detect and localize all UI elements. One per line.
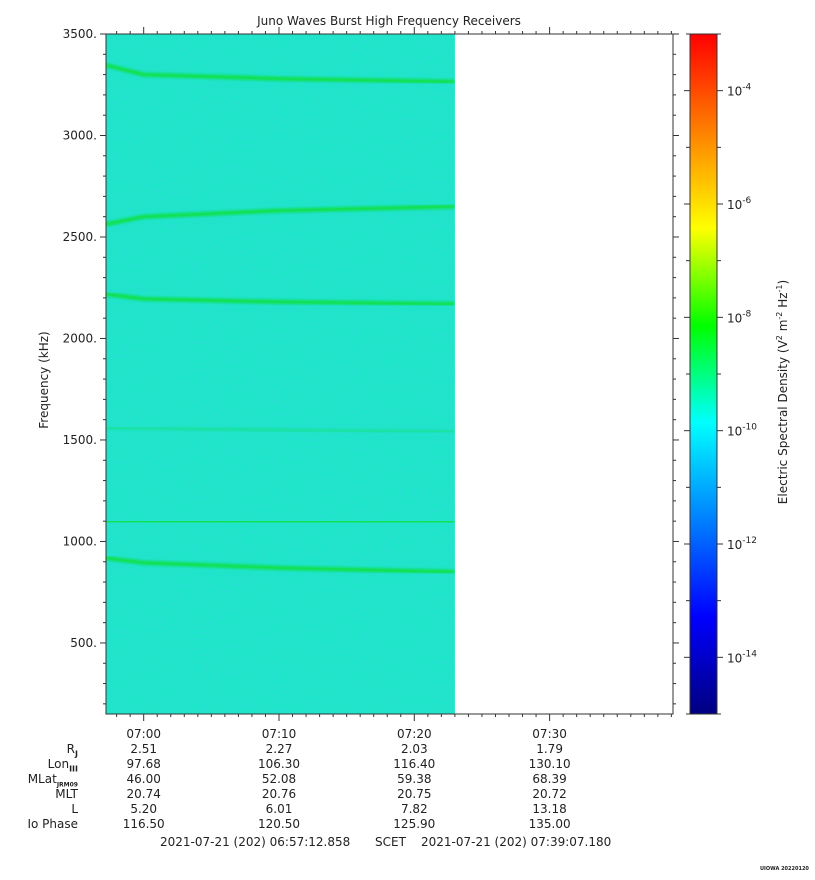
ephemeris-value: 7.82 xyxy=(400,802,428,816)
footer-start-time: 2021-07-21 (202) 06:57:12.858 xyxy=(160,835,351,849)
ephemeris-value: 120.50 xyxy=(258,817,300,831)
emission-line xyxy=(106,204,455,227)
emission-lines xyxy=(106,63,455,574)
x-axis: 07:00 07:10 07:20 07:30 xyxy=(116,27,672,741)
footer-scet-label: SCET xyxy=(375,835,406,849)
ephemeris-value: 116.40 xyxy=(393,757,436,771)
y-tick-label: 500. xyxy=(70,636,97,650)
colorbar-tick-label: 10-6 xyxy=(727,196,752,212)
colorbar-tick-label: 10-10 xyxy=(727,423,757,439)
ephemeris-value: 13.18 xyxy=(532,802,567,816)
colorbar-scale xyxy=(689,33,718,715)
ephemeris-row-label: MLatJRM09 xyxy=(27,772,78,789)
ephemeris-value: 97.68 xyxy=(126,757,161,771)
ephemeris-row-label: MLT xyxy=(55,787,78,801)
colorbar-tick-label: 10-12 xyxy=(727,536,757,552)
ephemeris-value: 130.10 xyxy=(528,757,571,771)
y-tick-label: 3000. xyxy=(63,128,97,142)
y-tick-label: 1500. xyxy=(63,433,97,447)
ephemeris-row-label: Io Phase xyxy=(27,817,78,831)
colorbar-label: Electric Spectral Density (V2 m-2 Hz-1) xyxy=(775,280,790,504)
credit-stamp: UIOWA 20220120 xyxy=(760,866,809,872)
x-tick-label: 07:20 xyxy=(397,727,432,741)
ephemeris-value: 135.00 xyxy=(528,817,571,831)
y-tick-label: 2000. xyxy=(63,331,97,345)
ephemeris-row-label: RJ xyxy=(66,742,78,759)
ephemeris-value: 20.72 xyxy=(532,787,567,801)
ephemeris-row-label: L xyxy=(71,802,78,816)
y-axis: 500. 1000. 1500. 2000. 2500. 3000. 3500. xyxy=(63,27,679,705)
emission-line xyxy=(106,426,455,433)
ephemeris-value: 5.20 xyxy=(130,802,158,816)
ephemeris-row-label: LonIII xyxy=(47,757,78,774)
y-tick-label: 1000. xyxy=(63,534,97,548)
ephemeris-value: 68.39 xyxy=(532,772,567,786)
colorbar-tick-label: 10-8 xyxy=(727,309,752,325)
ephemeris-value: 20.76 xyxy=(261,787,297,801)
ephemeris-value: 59.38 xyxy=(397,772,432,786)
ephemeris-value: 116.50 xyxy=(122,817,165,831)
colorbar-tick-label: 10-4 xyxy=(727,83,752,99)
emission-line xyxy=(106,519,455,525)
chart-title: Juno Waves Burst High Frequency Receiver… xyxy=(256,14,521,28)
emission-line xyxy=(106,292,455,306)
ephemeris-value: 20.75 xyxy=(397,787,432,801)
colorbar: 10-14 10-12 10-10 10-8 10-6 10-4 Electric Spe… xyxy=(684,33,790,715)
ephemeris-value: 2.27 xyxy=(265,742,293,756)
emission-line xyxy=(106,556,455,574)
colorbar-ticks: 10-14 10-12 10-10 10-8 10-6 10-4 xyxy=(684,33,757,715)
ephemeris-value: 52.08 xyxy=(261,772,297,786)
y-axis-label: Frequency (kHz) xyxy=(37,331,51,428)
ephemeris-value: 20.74 xyxy=(126,787,161,801)
spectrogram-noise xyxy=(106,34,455,714)
plot-area xyxy=(105,33,674,715)
x-tick-label: 07:00 xyxy=(126,727,161,741)
ephemeris-value: 2.51 xyxy=(130,742,158,756)
y-tick-label: 3500. xyxy=(63,27,97,41)
x-tick-label: 07:30 xyxy=(532,727,567,741)
x-tick-label: 07:10 xyxy=(262,727,297,741)
colorbar-tick-label: 10-14 xyxy=(727,649,757,665)
ephemeris-value: 125.90 xyxy=(393,817,436,831)
ephemeris-value: 6.01 xyxy=(265,802,293,816)
ephemeris-value: 46.00 xyxy=(126,772,161,786)
plot-frame xyxy=(105,33,674,715)
ephemeris-value: 1.79 xyxy=(536,742,563,756)
emission-line xyxy=(106,63,455,84)
y-tick-label: 2500. xyxy=(63,230,97,244)
ephemeris-value: 2.03 xyxy=(400,742,428,756)
footer-end-time: 2021-07-21 (202) 07:39:07.180 xyxy=(421,835,612,849)
ephemeris-value: 106.30 xyxy=(258,757,300,771)
